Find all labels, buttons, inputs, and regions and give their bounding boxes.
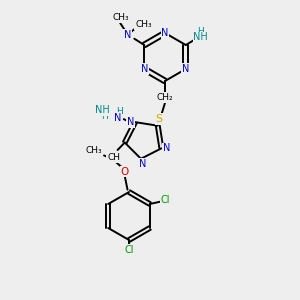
Text: N: N: [182, 64, 190, 74]
Text: H: H: [197, 27, 204, 36]
Text: N: N: [114, 112, 122, 123]
Text: O: O: [121, 167, 129, 177]
Text: CH₃: CH₃: [113, 14, 129, 22]
Text: CH₃: CH₃: [135, 20, 152, 29]
Text: N: N: [161, 28, 169, 38]
Text: S: S: [155, 114, 163, 124]
Text: N: N: [163, 143, 170, 153]
Text: Cl: Cl: [160, 195, 170, 206]
Text: CH₂: CH₂: [157, 93, 173, 102]
Text: H: H: [116, 106, 123, 116]
Text: N: N: [127, 117, 134, 127]
Text: N: N: [124, 29, 131, 40]
Text: NH: NH: [95, 105, 110, 115]
Text: N: N: [139, 159, 146, 169]
Text: CH: CH: [107, 153, 120, 162]
Text: N: N: [140, 64, 148, 74]
Text: Cl: Cl: [124, 244, 134, 255]
Text: CH₃: CH₃: [85, 146, 102, 155]
Text: H: H: [101, 112, 108, 121]
Text: NH: NH: [194, 32, 208, 43]
